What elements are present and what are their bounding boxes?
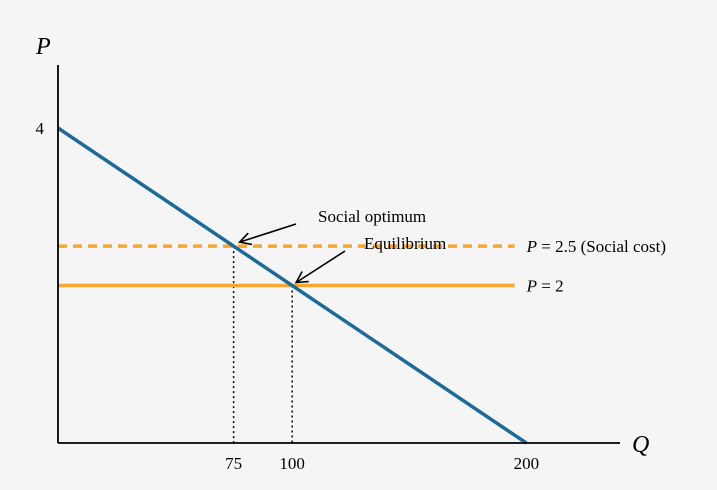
line-label-text: = 2.5 (Social cost) <box>537 237 666 256</box>
x-tick-label: 200 <box>514 454 540 473</box>
social-optimum-annotation: Social optimum <box>318 207 426 226</box>
equilibrium-arrow <box>295 250 346 284</box>
social-cost-line-label: P = 2.5 (Social cost) <box>526 237 666 256</box>
social-optimum-arrowhead <box>238 232 253 246</box>
private-price-line-label: P = 2 <box>526 277 564 296</box>
equilibrium-annotation: Equilibrium <box>364 234 446 253</box>
x-tick-label: 75 <box>225 454 242 473</box>
x-tick-label: 100 <box>279 454 305 473</box>
line-label-variable: P <box>526 277 537 296</box>
line-label-variable: P <box>526 237 537 256</box>
y-tick-label: 4 <box>36 119 45 138</box>
line-label-text: = 2 <box>537 277 564 296</box>
x-axis-label: Q <box>632 432 649 458</box>
social-optimum-arrow <box>239 223 297 243</box>
demand-line <box>57 126 528 445</box>
y-axis-label: P <box>35 34 51 60</box>
equilibrium-arrowhead <box>294 271 309 284</box>
